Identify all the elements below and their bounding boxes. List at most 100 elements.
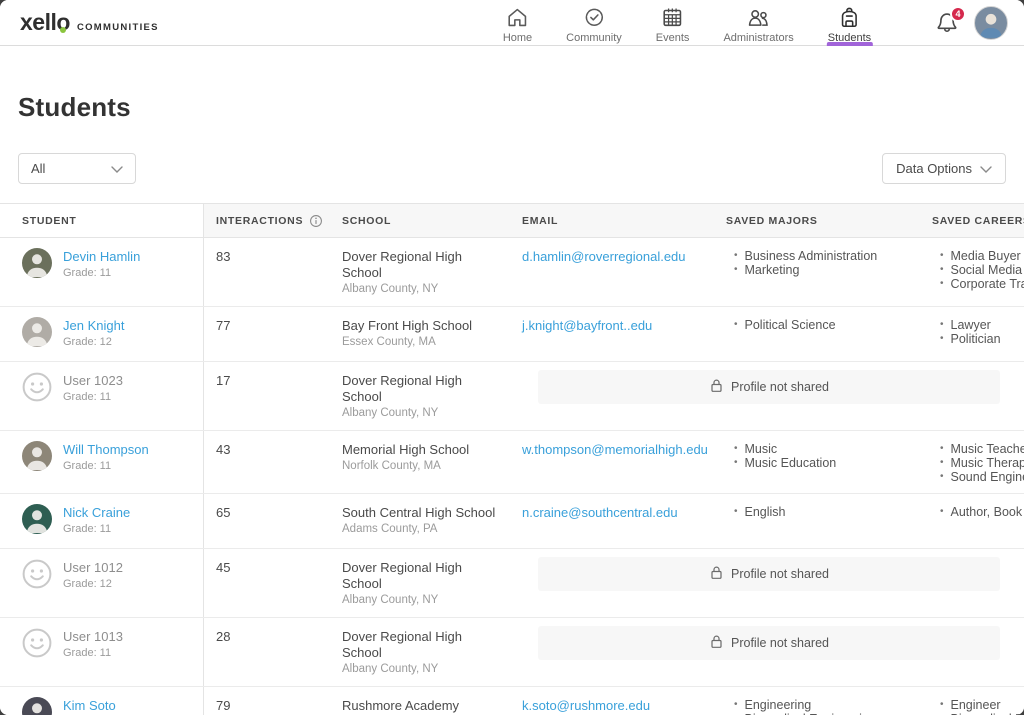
- student-name-link[interactable]: Kim Soto: [63, 698, 116, 713]
- data-options-button[interactable]: Data Options: [882, 153, 1006, 184]
- locked-profile-cell: Profile not shared: [510, 618, 1024, 686]
- profile-not-shared-banner: Profile not shared: [538, 557, 1000, 591]
- lock-icon: [709, 565, 724, 583]
- interactions-count: 65: [216, 505, 231, 520]
- events-icon: [660, 5, 685, 30]
- saved-career-item: Sound Engineer: [940, 470, 1024, 484]
- student-email-link[interactable]: j.knight@bayfront..edu: [522, 318, 653, 333]
- community-icon: [581, 5, 606, 30]
- student-grade: Grade: 11: [63, 391, 112, 403]
- nav-item-home[interactable]: Home: [501, 0, 534, 46]
- saved-major-item: Political Science: [734, 318, 900, 332]
- school-cell: Dover Regional High School Albany County…: [330, 238, 510, 306]
- interactions-count: 45: [216, 560, 231, 575]
- xello-logo[interactable]: xello COMMUNITIES: [20, 9, 159, 36]
- nav-item-administrators[interactable]: Administrators: [721, 0, 795, 46]
- interactions-count: 28: [216, 629, 231, 644]
- email-cell: n.craine@southcentral.edu: [510, 494, 706, 548]
- school-cell: Memorial High School Norfolk County, MA: [330, 431, 510, 493]
- saved-career-item: Music Teacher: [940, 442, 1024, 456]
- student-cell: User 1013 Grade: 11: [0, 618, 204, 686]
- student-grade: Grade: 12: [63, 578, 112, 590]
- student-name-link: User 1023: [63, 373, 123, 388]
- student-avatar: [22, 504, 52, 534]
- student-avatar: [22, 317, 52, 347]
- saved-major-item: Marketing: [734, 263, 900, 277]
- students-icon: [837, 5, 862, 30]
- school-location: Albany County, NY: [342, 407, 439, 419]
- nav-item-label: Home: [502, 31, 533, 44]
- filter-bar: All Data Options: [18, 153, 1006, 184]
- notifications-bell-button[interactable]: 4: [934, 5, 966, 36]
- saved-major-item: Business Administration: [734, 249, 900, 263]
- school-location: Albany County, NY: [342, 663, 439, 675]
- nav-item-label: Students: [827, 31, 872, 44]
- student-grade: Grade: 11: [63, 647, 112, 659]
- saved-major-item: Engineering: [734, 698, 900, 712]
- table-row: Devin Hamlin Grade: 11 83 Dover Regional…: [0, 238, 1024, 307]
- student-email-link[interactable]: k.soto@rushmore.edu: [522, 698, 651, 713]
- student-email-link[interactable]: d.hamlin@roverregional.edu: [522, 249, 686, 264]
- student-name-link[interactable]: Nick Craine: [63, 505, 131, 520]
- logo-wordmark: xello: [20, 9, 70, 35]
- profile-not-shared-banner: Profile not shared: [538, 626, 1000, 660]
- school-name: South Central High School: [342, 505, 496, 520]
- saved-careers-cell: Author, Book Editor: [912, 494, 1024, 548]
- students-table: Student Interactions School Email Saved …: [0, 203, 1024, 715]
- students-page: Students All Data Options Student Intera…: [0, 46, 1024, 715]
- table-row: Kim Soto Grade: 12 79 Rushmore Academy A…: [0, 687, 1024, 715]
- nav-item-community[interactable]: Community: [564, 0, 624, 46]
- logo-green-dot-icon: [60, 27, 67, 33]
- saved-careers-cell: Media BuyerSocial Media ManagerCorporate…: [912, 238, 1024, 306]
- saved-careers-cell: EngineerBiomedical EngineerDoctor: [912, 687, 1024, 715]
- user-avatar[interactable]: [974, 5, 1008, 40]
- column-header-email: Email: [522, 214, 559, 227]
- student-name-link[interactable]: Jen Knight: [63, 318, 125, 333]
- table-row: User 1012 Grade: 12 45 Dover Regional Hi…: [0, 549, 1024, 618]
- school-name: Rushmore Academy: [342, 698, 460, 713]
- school-location: Albany County, NY: [342, 594, 439, 606]
- saved-career-item: Corporate Trainer: [940, 277, 1024, 291]
- chevron-down-icon: [111, 161, 123, 176]
- saved-careers-cell: Music TeacherMusic TherapistSound Engine…: [912, 431, 1024, 493]
- school-cell: Rushmore Academy Addison County, VT: [330, 687, 510, 715]
- info-icon[interactable]: [309, 214, 323, 228]
- school-cell: South Central High School Adams County, …: [330, 494, 510, 548]
- saved-majors-cell: EngineeringBiomedical Engineering: [706, 687, 912, 715]
- table-row: Nick Craine Grade: 11 65 South Central H…: [0, 494, 1024, 549]
- interactions-count: 77: [216, 318, 231, 333]
- saved-major-item: English: [734, 505, 900, 519]
- nav-item-label: Events: [655, 31, 690, 44]
- column-header-saved-majors: Saved Majors: [726, 214, 818, 227]
- student-name-link[interactable]: Will Thompson: [63, 442, 149, 457]
- nav-item-students[interactable]: Students: [826, 0, 873, 46]
- school-name: Dover Regional High School: [342, 560, 462, 591]
- saved-career-item: Author, Book Editor: [940, 505, 1024, 519]
- interactions-count: 43: [216, 442, 231, 457]
- filter-selected-value: All: [31, 161, 46, 176]
- anonymous-avatar-icon: [22, 372, 52, 402]
- email-cell: j.knight@bayfront..edu: [510, 307, 706, 361]
- school-name: Bay Front High School: [342, 318, 473, 333]
- chevron-down-icon: [980, 161, 992, 176]
- saved-careers-cell: LawyerPolitician: [912, 307, 1024, 361]
- email-cell: w.thompson@memorialhigh.edu: [510, 431, 708, 493]
- profile-not-shared-label: Profile not shared: [731, 636, 829, 650]
- student-email-link[interactable]: n.craine@southcentral.edu: [522, 505, 678, 520]
- student-cell: Kim Soto Grade: 12: [0, 687, 204, 715]
- column-header-student: Student: [0, 204, 204, 237]
- student-cell: Will Thompson Grade: 11: [0, 431, 204, 493]
- student-email-link[interactable]: w.thompson@memorialhigh.edu: [522, 442, 708, 457]
- main-nav: Home Community Events Administrators Student…: [501, 0, 873, 46]
- student-grade: Grade: 12: [63, 336, 112, 348]
- interactions-count: 17: [216, 373, 231, 388]
- saved-major-item: Music: [734, 442, 900, 456]
- logo-communities-label: COMMUNITIES: [76, 22, 159, 33]
- saved-career-item: Lawyer: [940, 318, 1024, 332]
- student-name-link[interactable]: Devin Hamlin: [63, 249, 141, 264]
- school-cell: Dover Regional High School Albany County…: [330, 549, 510, 617]
- saved-career-item: Social Media Manager: [940, 263, 1024, 277]
- school-name: Dover Regional High School: [342, 373, 462, 404]
- student-filter-dropdown[interactable]: All: [18, 153, 136, 184]
- nav-item-events[interactable]: Events: [654, 0, 692, 46]
